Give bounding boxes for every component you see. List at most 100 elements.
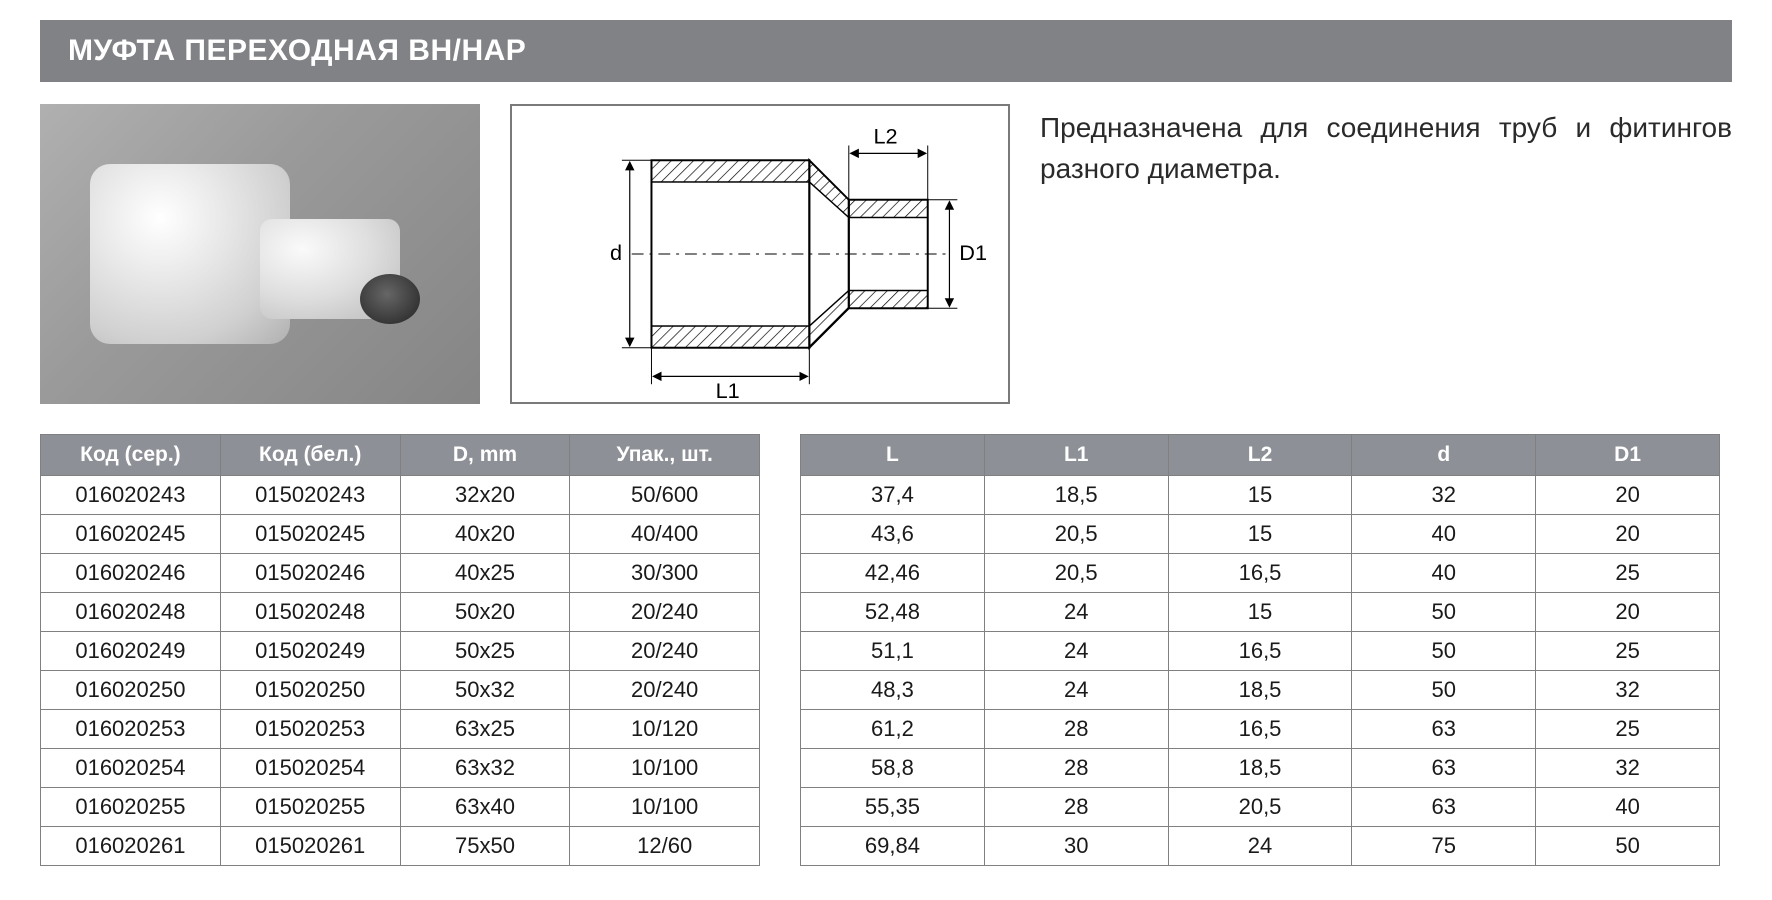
codes-header: D, mm	[400, 435, 570, 476]
technical-diagram: d D1 L2 L1	[510, 104, 1010, 404]
dims-header: L	[801, 435, 985, 476]
table-cell: 015020254	[220, 749, 400, 788]
table-cell: 20	[1536, 515, 1720, 554]
table-cell: 10/120	[570, 710, 760, 749]
table-cell: 016020243	[41, 476, 221, 515]
table-row: 01602026101502026175x5012/60	[41, 827, 760, 866]
table-cell: 42,46	[801, 554, 985, 593]
codes-table: Код (сер.)Код (бел.)D, mmУпак., шт. 0160…	[40, 434, 760, 866]
table-cell: 015020261	[220, 827, 400, 866]
table-cell: 016020253	[41, 710, 221, 749]
table-cell: 24	[984, 593, 1168, 632]
dims-header: d	[1352, 435, 1536, 476]
table-row: 01602025501502025563x4010/100	[41, 788, 760, 827]
table-cell: 24	[984, 632, 1168, 671]
table-cell: 75	[1352, 827, 1536, 866]
table-cell: 015020248	[220, 593, 400, 632]
table-cell: 18,5	[1168, 671, 1352, 710]
table-row: 51,12416,55025	[801, 632, 1720, 671]
table-cell: 55,35	[801, 788, 985, 827]
dim-label-d: d	[610, 240, 622, 265]
table-cell: 63	[1352, 749, 1536, 788]
product-photo	[40, 104, 480, 404]
table-cell: 40x25	[400, 554, 570, 593]
table-cell: 69,84	[801, 827, 985, 866]
codes-header: Код (сер.)	[41, 435, 221, 476]
table-cell: 10/100	[570, 788, 760, 827]
table-row: 01602025001502025050x3220/240	[41, 671, 760, 710]
table-row: 42,4620,516,54025	[801, 554, 1720, 593]
table-cell: 12/60	[570, 827, 760, 866]
table-cell: 50	[1352, 671, 1536, 710]
table-row: 37,418,5153220	[801, 476, 1720, 515]
table-cell: 20,5	[984, 554, 1168, 593]
table-cell: 20	[1536, 593, 1720, 632]
table-cell: 015020245	[220, 515, 400, 554]
table-cell: 63	[1352, 710, 1536, 749]
table-row: 01602024301502024332x2050/600	[41, 476, 760, 515]
table-cell: 20	[1536, 476, 1720, 515]
table-cell: 52,48	[801, 593, 985, 632]
table-cell: 40x20	[400, 515, 570, 554]
table-row: 01602024801502024850x2020/240	[41, 593, 760, 632]
table-cell: 016020245	[41, 515, 221, 554]
table-cell: 58,8	[801, 749, 985, 788]
table-cell: 20,5	[984, 515, 1168, 554]
table-cell: 51,1	[801, 632, 985, 671]
table-cell: 28	[984, 710, 1168, 749]
dims-header: L1	[984, 435, 1168, 476]
table-cell: 40	[1536, 788, 1720, 827]
table-cell: 50	[1536, 827, 1720, 866]
table-row: 43,620,5154020	[801, 515, 1720, 554]
table-cell: 20/240	[570, 632, 760, 671]
table-cell: 15	[1168, 476, 1352, 515]
table-cell: 015020255	[220, 788, 400, 827]
table-cell: 016020261	[41, 827, 221, 866]
table-cell: 10/100	[570, 749, 760, 788]
dims-header: L2	[1168, 435, 1352, 476]
table-cell: 18,5	[1168, 749, 1352, 788]
table-cell: 63	[1352, 788, 1536, 827]
table-cell: 50x25	[400, 632, 570, 671]
table-cell: 63x32	[400, 749, 570, 788]
table-cell: 016020254	[41, 749, 221, 788]
table-cell: 30	[984, 827, 1168, 866]
table-cell: 18,5	[984, 476, 1168, 515]
table-row: 01602024901502024950x2520/240	[41, 632, 760, 671]
dim-label-L1: L1	[716, 378, 740, 402]
table-cell: 016020255	[41, 788, 221, 827]
table-row: 52,4824155020	[801, 593, 1720, 632]
table-cell: 32	[1352, 476, 1536, 515]
table-cell: 15	[1168, 515, 1352, 554]
top-row: d D1 L2 L1 Предназначена для соединения …	[40, 104, 1732, 404]
table-cell: 24	[1168, 827, 1352, 866]
table-cell: 015020243	[220, 476, 400, 515]
table-cell: 20/240	[570, 671, 760, 710]
dim-label-L2: L2	[873, 123, 897, 148]
table-cell: 43,6	[801, 515, 985, 554]
table-cell: 30/300	[570, 554, 760, 593]
table-cell: 25	[1536, 710, 1720, 749]
table-row: 01602025401502025463x3210/100	[41, 749, 760, 788]
dimensions-table: LL1L2dD1 37,418,515322043,620,515402042,…	[800, 434, 1720, 866]
table-row: 61,22816,56325	[801, 710, 1720, 749]
table-cell: 16,5	[1168, 710, 1352, 749]
table-cell: 25	[1536, 632, 1720, 671]
table-row: 48,32418,55032	[801, 671, 1720, 710]
table-cell: 015020250	[220, 671, 400, 710]
table-cell: 37,4	[801, 476, 985, 515]
table-cell: 40	[1352, 515, 1536, 554]
table-cell: 25	[1536, 554, 1720, 593]
codes-header: Код (бел.)	[220, 435, 400, 476]
table-cell: 016020250	[41, 671, 221, 710]
tables-row: Код (сер.)Код (бел.)D, mmУпак., шт. 0160…	[40, 434, 1732, 866]
table-row: 01602024601502024640x2530/300	[41, 554, 760, 593]
table-cell: 16,5	[1168, 554, 1352, 593]
table-cell: 40	[1352, 554, 1536, 593]
table-cell: 16,5	[1168, 632, 1352, 671]
table-cell: 28	[984, 788, 1168, 827]
description-text: Предназначена для соединения труб и фити…	[1040, 104, 1732, 189]
dim-label-D1: D1	[959, 240, 987, 265]
table-cell: 63x25	[400, 710, 570, 749]
table-cell: 015020249	[220, 632, 400, 671]
